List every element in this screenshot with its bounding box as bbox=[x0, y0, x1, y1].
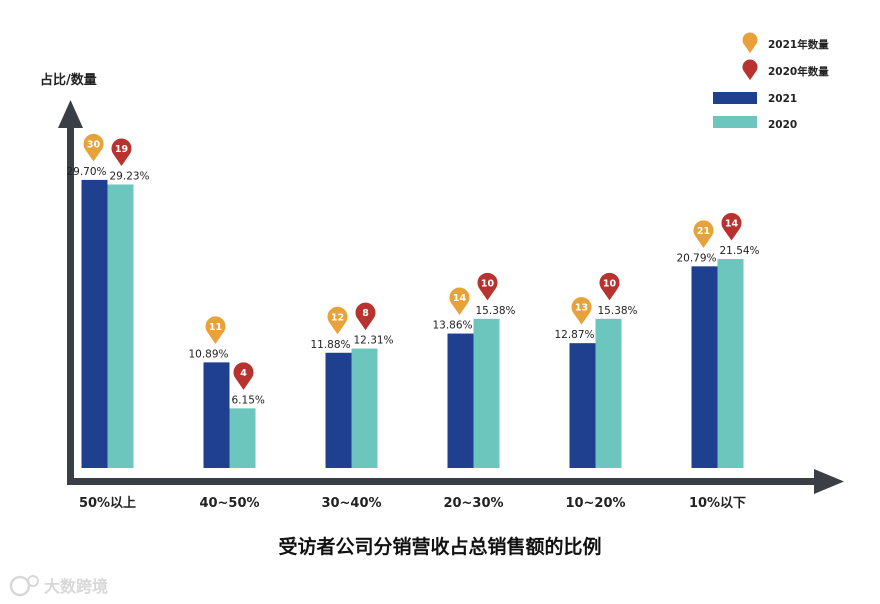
value-label-2021-1: 10.89% bbox=[188, 348, 228, 360]
value-label-2020-0: 29.23% bbox=[110, 170, 150, 182]
count-pin-2021年数量-3 bbox=[449, 287, 470, 316]
count-pin-2020年数量-2 bbox=[355, 302, 376, 331]
y-axis-arrow bbox=[58, 100, 83, 128]
bar-2020-5 bbox=[717, 259, 744, 468]
x-tick-label-3: 20~30% bbox=[443, 496, 503, 511]
watermark-logo-icon-dot bbox=[27, 575, 39, 587]
bar-2021-2 bbox=[325, 352, 352, 468]
count-pin-label-2020年数量-1: 4 bbox=[240, 368, 247, 379]
bar-2020-4 bbox=[595, 318, 622, 468]
value-label-2021-4: 12.87% bbox=[554, 329, 594, 341]
value-label-2021-5: 20.79% bbox=[676, 252, 716, 264]
value-label-2020-3: 15.38% bbox=[476, 305, 516, 317]
x-tick-label-0: 50%以上 bbox=[79, 496, 136, 511]
x-tick-labels: 50%以上 40~50% 30~40% 20~30% 10~20% 10%以下 bbox=[79, 496, 746, 511]
count-pin-label-2020年数量-0: 19 bbox=[115, 144, 128, 155]
value-label-2020-2: 12.31% bbox=[354, 335, 394, 347]
pins-layer: 30 19 11 4 12 8 14 10 13 10 21 14 bbox=[83, 133, 742, 390]
x-tick-label-4: 10~20% bbox=[565, 496, 625, 511]
count-pin-label-2020年数量-4: 10 bbox=[603, 278, 617, 289]
value-label-2021-2: 11.88% bbox=[310, 339, 350, 351]
labels-layer: 29.70% 29.23% 10.89% 6.15% 11.88% 12.31% 13.86… bbox=[66, 166, 759, 406]
legend-item-series-2021: 2021 bbox=[713, 92, 797, 105]
value-label-2020-1: 6.15% bbox=[232, 394, 265, 406]
value-label-2021-3: 13.86% bbox=[432, 320, 472, 332]
bar-2020-0 bbox=[107, 184, 134, 468]
watermark-logo-icon bbox=[9, 575, 31, 597]
count-pin-label-2021年数量-5: 21 bbox=[697, 226, 710, 237]
x-axis-arrow bbox=[814, 469, 844, 494]
bar-2021-3 bbox=[447, 333, 474, 468]
count-pin-2021年数量-1 bbox=[205, 316, 226, 344]
count-pin-label-2021年数量-3: 14 bbox=[453, 293, 467, 304]
count-pin-2020年数量-3 bbox=[477, 272, 498, 301]
count-pin-2021年数量-5 bbox=[693, 220, 714, 248]
legend: 2021年数量 2020年数量 2021 2020 bbox=[713, 32, 829, 131]
x-axis-line bbox=[67, 478, 822, 485]
legend-label-count-2020: 2020年数量 bbox=[768, 65, 829, 78]
bar-2021-1 bbox=[203, 362, 230, 468]
axes bbox=[58, 100, 844, 494]
watermark-text: 大数跨境 bbox=[44, 577, 108, 596]
legend-label-series-2020: 2020 bbox=[768, 119, 797, 131]
legend-pin-2021-icon bbox=[742, 32, 758, 54]
count-pin-label-2021年数量-1: 11 bbox=[209, 322, 222, 333]
watermark: 大数跨境 bbox=[9, 575, 108, 597]
bar-2021-5 bbox=[691, 266, 718, 468]
x-tick-label-2: 30~40% bbox=[321, 496, 381, 511]
bars-layer bbox=[81, 179, 744, 468]
bar-2021-4 bbox=[569, 343, 596, 468]
bar-2020-2 bbox=[351, 348, 378, 468]
legend-swatch-2020 bbox=[713, 116, 757, 128]
count-pin-2021年数量-0 bbox=[83, 133, 104, 162]
y-axis-title: 占比/数量 bbox=[40, 72, 97, 88]
legend-item-count-2021: 2021年数量 bbox=[742, 32, 829, 54]
value-label-2020-4: 15.38% bbox=[598, 305, 638, 317]
count-pin-2021年数量-4 bbox=[571, 297, 592, 325]
legend-label-count-2021: 2021年数量 bbox=[768, 38, 829, 51]
bar-2021-0 bbox=[81, 179, 108, 468]
legend-item-series-2020: 2020 bbox=[713, 116, 797, 131]
legend-swatch-2021 bbox=[713, 92, 757, 104]
legend-pin-2020-icon bbox=[742, 59, 758, 81]
value-label-2020-5: 21.54% bbox=[720, 245, 760, 257]
value-label-2021-0: 29.70% bbox=[66, 166, 106, 178]
x-tick-label-1: 40~50% bbox=[199, 496, 259, 511]
count-pin-label-2020年数量-5: 14 bbox=[725, 219, 739, 230]
count-pin-2020年数量-1 bbox=[233, 362, 254, 390]
count-pin-label-2021年数量-0: 30 bbox=[87, 139, 101, 150]
count-pin-2020年数量-5 bbox=[721, 213, 742, 241]
legend-label-series-2021: 2021 bbox=[768, 93, 797, 105]
legend-item-count-2020: 2020年数量 bbox=[742, 59, 829, 81]
count-pin-2020年数量-0 bbox=[111, 138, 132, 166]
x-tick-label-5: 10%以下 bbox=[689, 496, 746, 511]
y-axis-line bbox=[67, 120, 74, 485]
count-pin-2020年数量-4 bbox=[599, 272, 620, 301]
bar-2020-3 bbox=[473, 318, 500, 468]
count-pin-label-2021年数量-4: 13 bbox=[575, 303, 588, 314]
count-pin-label-2020年数量-3: 10 bbox=[481, 278, 495, 289]
bar-2020-1 bbox=[229, 408, 256, 468]
count-pin-label-2020年数量-2: 8 bbox=[362, 308, 369, 319]
chart-title: 受访者公司分销营收占总销售额的比例 bbox=[278, 535, 601, 558]
count-pin-label-2021年数量-2: 12 bbox=[331, 312, 344, 323]
count-pin-2021年数量-2 bbox=[327, 306, 348, 335]
